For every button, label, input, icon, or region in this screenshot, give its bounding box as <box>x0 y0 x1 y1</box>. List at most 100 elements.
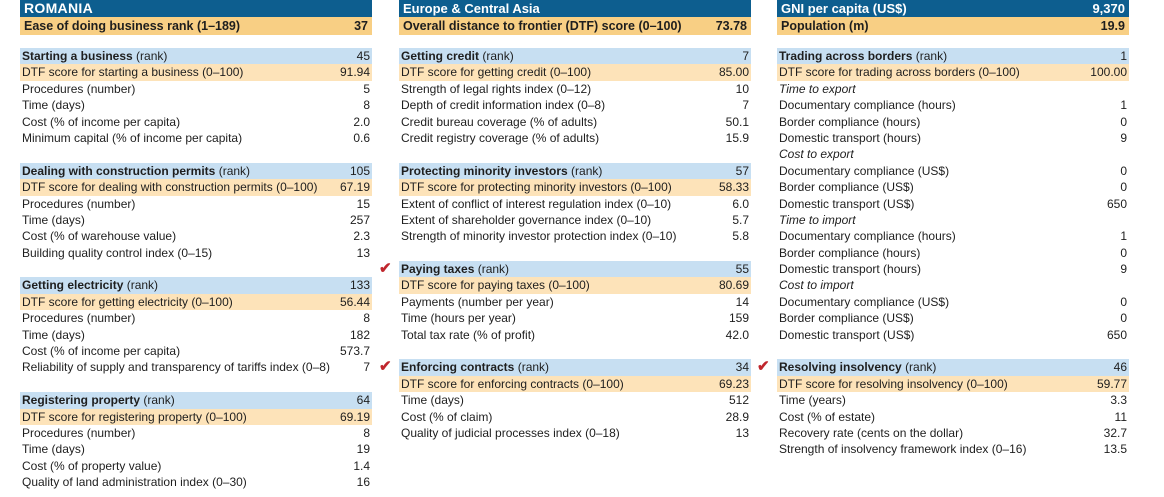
column-left: Starting a business (rank) 45 DTF score fo… <box>20 48 372 491</box>
rank-label: (rank) <box>571 163 603 178</box>
rank-label: (rank) <box>136 49 168 63</box>
section-spacer <box>399 245 751 261</box>
indicator-value: 85.00 <box>718 65 749 80</box>
section-title-row: Resolving insolvency (rank) 46 <box>777 359 1129 376</box>
indicator-row: Procedures (number) 8 <box>20 425 372 441</box>
indicator-value: 1.4 <box>353 458 370 473</box>
indicator-value: 14 <box>735 294 749 309</box>
indicator-value: 13.5 <box>1103 442 1127 457</box>
indicator-value: 28.9 <box>725 409 749 424</box>
section-getting-credit: Getting credit (rank) 7 DTF score for gett… <box>399 48 751 146</box>
subheading-row: Time to import <box>777 212 1129 228</box>
indicator-row: Border compliance (hours) 0 <box>777 245 1129 261</box>
indicator-label: Cost (% of claim) <box>401 409 493 424</box>
section-trading-across-borders: Trading across borders (rank) 1 DTF score … <box>777 48 1129 343</box>
section-title: Dealing with construction permits (rank) <box>22 163 250 179</box>
dtf-score-row: DTF score for trading across borders (0–… <box>777 64 1129 81</box>
indicator-value: 42.0 <box>725 327 749 342</box>
dtf-score-row: DTF score for paying taxes (0–100) 80.69 <box>399 277 751 294</box>
indicator-label: Cost to export <box>779 147 854 162</box>
indicator-value: 50.1 <box>725 114 749 129</box>
indicator-label: Time (hours per year) <box>401 311 516 326</box>
section-title-row: Protecting minority investors (rank) 57 <box>399 162 751 180</box>
indicator-value: 5 <box>363 81 370 96</box>
indicator-row: Credit registry coverage (% of adults) 15… <box>399 130 751 146</box>
indicator-row: Strength of insolvency framework index (… <box>777 441 1129 457</box>
indicator-row: Time (days) 19 <box>20 441 372 457</box>
indicator-value: 11 <box>1114 409 1127 424</box>
population-label: Population (m) <box>781 19 869 33</box>
indicator-label: Domestic transport (hours) <box>779 262 922 277</box>
section-title-text: Registering property <box>22 393 141 408</box>
indicator-label: Cost (% of warehouse value) <box>22 229 177 244</box>
indicator-row: Cost (% of claim) 28.9 <box>399 409 751 425</box>
rank-label: (rank) <box>126 278 159 293</box>
header-cell-country: ROMANIA Ease of doing business rank (1–1… <box>20 0 372 36</box>
indicator-row: Domestic transport (hours) 9 <box>777 130 1129 146</box>
section-title-text: Getting credit <box>401 49 480 63</box>
indicator-value: 1 <box>1120 98 1127 113</box>
indicator-row: Border compliance (US$) 0 <box>777 310 1129 326</box>
indicator-label: DTF score for getting credit (0–100) <box>401 65 592 80</box>
indicator-label: Payments (number per year) <box>401 294 554 309</box>
section-getting-electricity: Getting electricity (rank) 133 DTF score f… <box>20 277 372 375</box>
rank-label: (rank) <box>482 49 514 63</box>
indicator-value: 13 <box>356 245 370 260</box>
indicator-value: 512 <box>728 393 749 408</box>
section-spacer <box>777 343 1129 359</box>
indicator-value: 100.00 <box>1090 65 1127 80</box>
indicator-label: Procedures (number) <box>22 311 136 326</box>
indicator-value: 80.69 <box>718 278 749 293</box>
indicator-label: Time (days) <box>22 442 85 457</box>
indicator-row: Time (days) 257 <box>20 212 372 228</box>
rank-label: (rank) <box>915 49 948 63</box>
indicator-label: Time (days) <box>22 327 85 342</box>
section-title-text: Starting a business <box>22 49 133 63</box>
section-starting-a-business: Starting a business (rank) 45 DTF score fo… <box>20 48 372 146</box>
indicator-label: Domestic transport (US$) <box>779 196 915 211</box>
indicator-row: Time (hours per year) 159 <box>399 310 751 326</box>
region-name: Europe & Central Asia <box>403 1 540 16</box>
indicator-label: Cost to import <box>779 278 854 293</box>
section-title-row: Trading across borders (rank) 1 <box>777 48 1129 65</box>
indicator-label: Strength of minority investor protection… <box>401 229 677 244</box>
indicator-row: Procedures (number) 8 <box>20 310 372 326</box>
indicator-label: DTF score for trading across borders (0–… <box>779 65 1020 80</box>
indicator-row: Strength of minority investor protection… <box>399 228 751 244</box>
rank-value: 105 <box>349 163 370 178</box>
rank-value: 57 <box>735 163 749 178</box>
indicator-row: Time (days) 8 <box>20 97 372 113</box>
section-spacer <box>20 376 372 392</box>
indicator-row: Documentary compliance (US$) 0 <box>777 294 1129 310</box>
indicator-label: DTF score for registering property (0–10… <box>22 409 247 424</box>
section-title-text: Trading across borders <box>779 49 913 63</box>
indicator-row: Minimum capital (% of income per capita)… <box>20 130 372 146</box>
indicator-value: 182 <box>349 327 370 342</box>
dtf-score-row: DTF score for enforcing contracts (0–100… <box>399 375 751 393</box>
indicator-value: 13 <box>735 425 749 440</box>
dtf-overall-label: Overall distance to frontier (DTF) score… <box>403 19 682 33</box>
indicator-label: Quality of judicial processes index (0–1… <box>401 425 620 440</box>
indicator-row: Cost (% of warehouse value) 2.3 <box>20 228 372 244</box>
indicator-value: 257 <box>349 212 370 227</box>
indicator-label: Documentary compliance (US$) <box>779 163 950 178</box>
indicator-row: Credit bureau coverage (% of adults) 50.1 <box>399 114 751 130</box>
header-cell-region: Europe & Central Asia Overall distance t… <box>399 0 751 36</box>
indicator-value: 0 <box>1120 163 1127 178</box>
rank-value: 46 <box>1113 360 1127 375</box>
indicator-row: Domestic transport (US$) 650 <box>777 327 1129 343</box>
header-cell-gni: GNI per capita (US$) 9,370 Population (m)… <box>777 0 1129 36</box>
indicator-value: 0 <box>1120 294 1127 309</box>
gni-label: GNI per capita (US$) <box>781 1 907 16</box>
section-title: Getting electricity (rank) <box>22 277 158 293</box>
indicator-value: 15 <box>356 196 370 211</box>
dtf-score-row: DTF score for starting a business (0–100… <box>20 64 372 81</box>
indicator-value: 0 <box>1120 245 1127 260</box>
indicator-label: Reliability of supply and transparency o… <box>22 360 330 375</box>
indicator-label: DTF score for protecting minority invest… <box>401 180 672 195</box>
indicator-label: Time (days) <box>22 98 85 113</box>
indicator-row: Procedures (number) 5 <box>20 81 372 97</box>
indicator-label: Domestic transport (hours) <box>779 130 922 145</box>
gni-value: 9,370 <box>1092 1 1125 16</box>
indicator-label: Recovery rate (cents on the dollar) <box>779 425 964 440</box>
